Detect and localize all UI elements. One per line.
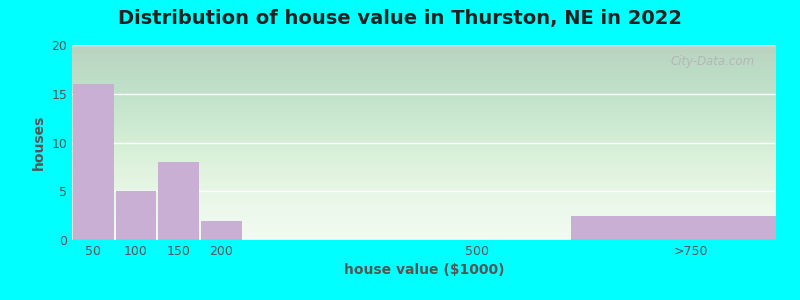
Text: City-Data.com: City-Data.com: [670, 55, 755, 68]
Bar: [158, 162, 199, 240]
Bar: [73, 84, 114, 240]
Bar: [115, 191, 157, 240]
Bar: [201, 220, 242, 240]
Y-axis label: houses: houses: [32, 115, 46, 170]
Bar: [571, 216, 776, 240]
Text: Distribution of house value in Thurston, NE in 2022: Distribution of house value in Thurston,…: [118, 9, 682, 28]
X-axis label: house value ($1000): house value ($1000): [344, 263, 504, 278]
